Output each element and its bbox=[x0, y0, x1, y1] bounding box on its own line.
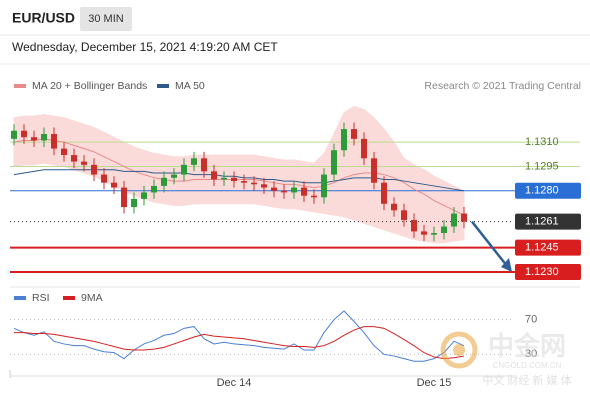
forecast-arrow bbox=[471, 220, 508, 267]
candle-body bbox=[261, 184, 267, 188]
candle-body bbox=[131, 198, 137, 208]
timeframe-button[interactable] bbox=[80, 7, 132, 31]
watermark-logo bbox=[440, 331, 478, 369]
level-label-box bbox=[515, 182, 581, 199]
level-label: 1.1295 bbox=[525, 160, 559, 172]
legend-label: MA 20 + Bollinger Bands bbox=[32, 80, 147, 92]
candle-body bbox=[351, 129, 357, 139]
candle-body bbox=[231, 177, 237, 182]
candle-body bbox=[411, 220, 417, 232]
candle-body bbox=[11, 130, 17, 139]
candle-body bbox=[61, 148, 67, 156]
level-label: 1.1280 bbox=[525, 185, 559, 197]
candle-body bbox=[431, 233, 437, 235]
timeframe[interactable]: 30 MIN bbox=[88, 13, 124, 25]
legend-label: RSI bbox=[32, 292, 50, 304]
level-label-box bbox=[515, 239, 581, 256]
watermark-slogan: 中文 财经 新 媒 体 bbox=[482, 373, 571, 387]
source: Research © 2021 Trading Central bbox=[424, 80, 581, 92]
candle-body bbox=[161, 177, 167, 186]
candle-body bbox=[321, 174, 327, 198]
pair: EUR/USD bbox=[12, 10, 75, 26]
legend-label: 9MA bbox=[81, 292, 103, 304]
watermark-site: CNGOLD.COM.CN bbox=[493, 361, 562, 370]
candle-body bbox=[301, 187, 307, 196]
candle-body bbox=[461, 213, 467, 222]
candle-body bbox=[381, 182, 387, 204]
legend-label: MA 50 bbox=[175, 80, 205, 92]
candle-body bbox=[331, 150, 337, 175]
candle-body bbox=[251, 182, 257, 185]
candle-body bbox=[401, 210, 407, 221]
candle-body bbox=[91, 164, 97, 175]
candle-body bbox=[191, 158, 197, 165]
candle-body bbox=[441, 226, 447, 234]
moving-average bbox=[13, 169, 465, 192]
level-label: 1.1261 bbox=[525, 216, 559, 228]
level-label-box bbox=[515, 213, 581, 230]
candle-body bbox=[371, 158, 377, 183]
forecast-arrow-head bbox=[501, 258, 512, 273]
watermark-logo bbox=[453, 344, 465, 356]
candle-body bbox=[421, 231, 427, 235]
candle-body bbox=[41, 133, 47, 141]
candle-body bbox=[31, 137, 37, 141]
x-tick-label: Dec 14 bbox=[217, 377, 252, 389]
y-tick-label: 30 bbox=[525, 348, 537, 360]
candle-body bbox=[121, 187, 127, 208]
candle-body bbox=[311, 195, 317, 198]
candle-body bbox=[141, 192, 147, 199]
level-label: 1.1230 bbox=[525, 266, 559, 278]
candle-body bbox=[291, 187, 297, 193]
x-tick-label: Dec 15 bbox=[417, 377, 452, 389]
candle-body bbox=[361, 138, 367, 159]
candle-body bbox=[111, 182, 117, 188]
bollinger-band bbox=[13, 105, 465, 244]
candle-body bbox=[51, 133, 57, 149]
candle-body bbox=[341, 129, 347, 151]
candle-body bbox=[81, 161, 87, 165]
watermark-brand: 中金网 bbox=[488, 331, 566, 361]
candle-body bbox=[241, 181, 247, 183]
candle-body bbox=[21, 130, 27, 138]
candle-body bbox=[211, 171, 217, 180]
level-label: 1.1310 bbox=[525, 136, 559, 148]
candle-body bbox=[181, 164, 187, 175]
candle-body bbox=[201, 158, 207, 172]
watermark: 中金网 CNGOLD.COM.CN 中文 财经 新 媒 体 bbox=[440, 331, 572, 387]
datetime: Wednesday, December 15, 2021 4:19:20 AM … bbox=[12, 40, 278, 54]
rsi-line bbox=[14, 326, 465, 360]
rsi-line bbox=[13, 310, 465, 362]
candle-body bbox=[281, 190, 287, 193]
candle-body bbox=[71, 155, 77, 162]
candle-body bbox=[101, 174, 107, 183]
candle-body bbox=[221, 177, 227, 180]
candle-body bbox=[171, 174, 177, 178]
candle-body bbox=[451, 213, 457, 227]
level-label-box bbox=[515, 264, 581, 281]
candle-body bbox=[391, 203, 397, 211]
candle-body bbox=[271, 187, 277, 191]
moving-average bbox=[13, 138, 465, 216]
level-label: 1.1245 bbox=[525, 242, 559, 254]
candle-body bbox=[151, 185, 157, 193]
y-tick-label: 70 bbox=[525, 314, 537, 326]
